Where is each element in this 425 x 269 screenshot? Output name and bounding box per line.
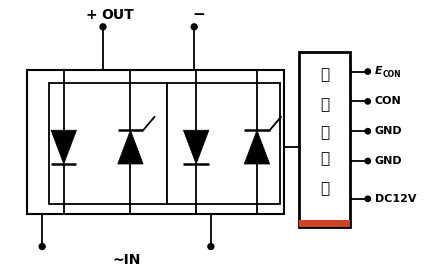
Circle shape <box>100 24 106 30</box>
Polygon shape <box>118 130 143 164</box>
Polygon shape <box>244 130 270 164</box>
Bar <box>28 70 284 214</box>
Text: ~IN: ~IN <box>112 253 141 267</box>
Text: CON: CON <box>375 96 401 107</box>
Text: 调: 调 <box>320 125 329 140</box>
Circle shape <box>366 69 370 74</box>
Circle shape <box>40 244 45 249</box>
Text: GND: GND <box>375 126 402 136</box>
Polygon shape <box>184 130 209 164</box>
Bar <box>167 83 280 204</box>
Bar <box>299 52 350 227</box>
Text: CON: CON <box>382 70 401 79</box>
Text: 器: 器 <box>320 181 329 196</box>
Circle shape <box>191 24 197 30</box>
Circle shape <box>366 158 370 164</box>
Text: 相: 相 <box>320 97 329 112</box>
Circle shape <box>208 244 214 249</box>
Text: DC12V: DC12V <box>375 194 416 204</box>
Text: E: E <box>375 66 382 76</box>
Text: GND: GND <box>375 156 402 166</box>
Text: +: + <box>85 8 97 22</box>
Bar <box>299 220 350 227</box>
Polygon shape <box>51 130 76 164</box>
Circle shape <box>366 99 370 104</box>
Text: 移: 移 <box>320 67 329 82</box>
Bar <box>49 83 167 204</box>
Text: −: − <box>193 8 205 22</box>
Text: 控: 控 <box>320 151 329 167</box>
Text: OUT: OUT <box>101 8 134 22</box>
Circle shape <box>366 196 370 201</box>
Circle shape <box>366 129 370 134</box>
